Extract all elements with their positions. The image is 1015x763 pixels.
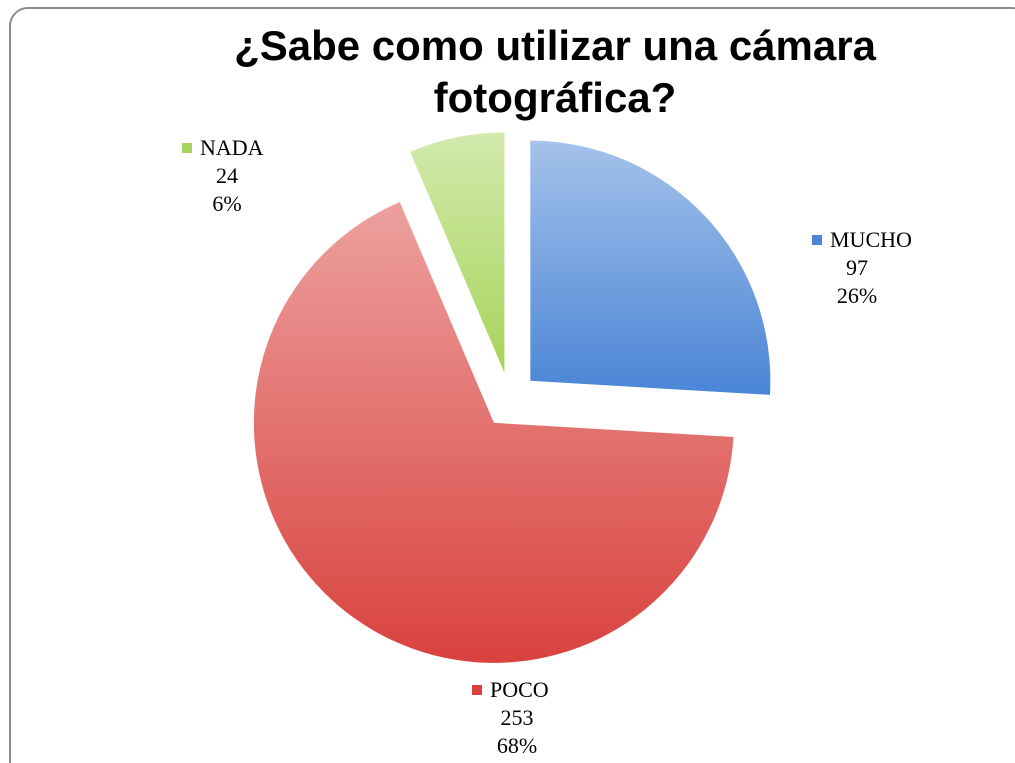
legend-marker bbox=[812, 235, 822, 245]
value-label: 24 bbox=[216, 163, 238, 188]
chart-frame bbox=[9, 7, 1015, 763]
slice-shade bbox=[410, 132, 505, 373]
slice-shade bbox=[530, 140, 771, 395]
title-box: ¿Sabe como utilizar una cámara fotográfi… bbox=[234, 22, 876, 121]
category-label: POCO bbox=[490, 677, 549, 702]
percent-label: 68% bbox=[497, 733, 537, 758]
percent-label: 26% bbox=[837, 283, 877, 308]
value-label: 253 bbox=[501, 705, 534, 730]
percent-label: 6% bbox=[212, 191, 241, 216]
category-label: NADA bbox=[200, 135, 264, 160]
category-label: MUCHO bbox=[830, 227, 912, 252]
legend-marker bbox=[182, 143, 192, 153]
legend-marker bbox=[472, 685, 482, 695]
chart-title: ¿Sabe como utilizar una cámara fotográfi… bbox=[234, 22, 876, 121]
value-label: 97 bbox=[846, 255, 868, 280]
slice-shade bbox=[253, 202, 734, 663]
